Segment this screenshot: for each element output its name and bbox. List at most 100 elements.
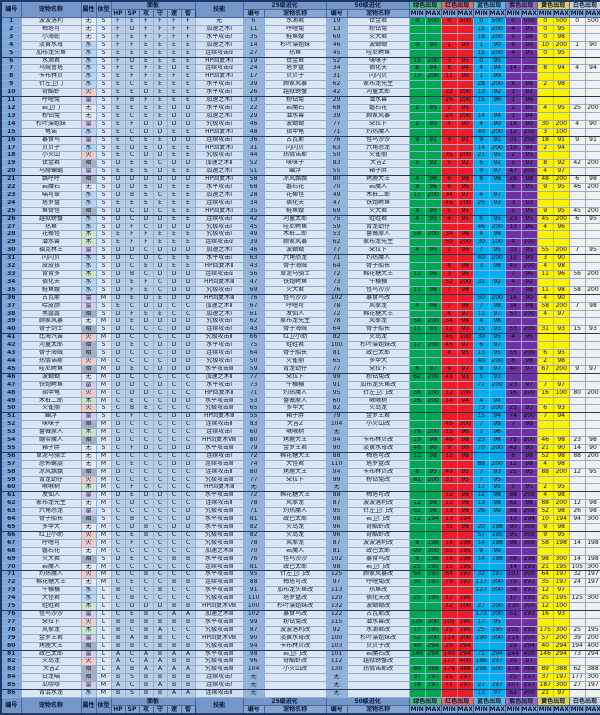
cell-range-purple-min[interactable]: 88 — [504, 491, 522, 501]
cell-range-white-min[interactable]: 12 — [568, 467, 586, 477]
cell-range-white-min[interactable] — [568, 262, 586, 271]
cell-attr[interactable]: 无 — [80, 103, 97, 113]
cell-range-green-max[interactable]: 98 — [424, 175, 442, 185]
cell-stat[interactable]: E — [166, 206, 182, 216]
cell-range-green-max[interactable] — [424, 111, 442, 121]
cell-evo25-no[interactable]: 82 — [242, 523, 265, 532]
cell-skill[interactable]: 水平攻击Ⅰ — [194, 88, 244, 98]
cell-size[interactable]: S — [95, 254, 112, 264]
cell-size[interactable]: L — [95, 657, 112, 667]
cell-range-blue-min[interactable] — [472, 388, 490, 398]
cell-no[interactable]: 50 — [0, 404, 22, 414]
cell-range-red-max[interactable]: 99 — [456, 72, 474, 82]
cell-stat[interactable]: C — [152, 530, 168, 540]
cell-range-yellow-max[interactable]: 96 — [552, 270, 570, 279]
cell-attr[interactable]: 雷 — [80, 246, 97, 256]
cell-name[interactable]: 凉风飘飘 — [20, 467, 82, 477]
cell-stat[interactable]: B — [152, 586, 168, 596]
cell-evo50-no[interactable]: 78 — [325, 317, 348, 327]
cell-no[interactable]: 12 — [0, 103, 22, 113]
cell-range-green-max[interactable] — [424, 127, 442, 137]
cell-evo25-no[interactable]: 46 — [242, 246, 265, 256]
cell-no[interactable]: 19 — [0, 159, 22, 169]
cell-range-purple-min[interactable]: 14 — [504, 562, 522, 572]
cell-skill[interactable]: 究极攻击Ⅱ — [194, 333, 244, 343]
cell-range-green-min[interactable]: 11 — [408, 270, 426, 279]
cell-evo50-no[interactable]: 29 — [325, 96, 348, 105]
cell-range-white-max[interactable]: 200 — [584, 159, 600, 169]
cell-stat[interactable]: D — [166, 135, 182, 145]
cell-no[interactable]: 1 — [0, 17, 22, 26]
cell-range-blue-max[interactable]: 98 — [488, 317, 506, 327]
cell-range-yellow-max[interactable]: 96 — [552, 222, 570, 232]
cell-stat[interactable]: C — [180, 388, 196, 398]
cell-stat[interactable]: B — [124, 617, 140, 627]
cell-range-purple-max[interactable]: 93 — [520, 404, 538, 414]
cell-range-red-max[interactable]: 90 — [456, 119, 474, 129]
cell-stat[interactable]: D — [110, 246, 126, 256]
cell-attr[interactable]: 火 — [80, 475, 97, 485]
cell-stat[interactable]: D — [152, 246, 168, 256]
cell-range-red-max[interactable]: 97 — [456, 190, 474, 200]
cell-attr[interactable]: 水 — [80, 198, 97, 208]
cell-stat[interactable]: B — [124, 190, 140, 200]
cell-stat[interactable]: C — [124, 420, 140, 430]
cell-no[interactable]: 3 — [0, 32, 22, 42]
cell-size[interactable]: M — [95, 364, 112, 374]
cell-stat[interactable]: D — [166, 246, 182, 256]
cell-range-green-min[interactable]: 9 — [408, 183, 426, 192]
cell-range-blue-max[interactable]: 200 — [488, 48, 506, 58]
cell-evo50-no[interactable]: 71 — [325, 127, 348, 137]
cell-attr[interactable]: 火 — [80, 388, 97, 398]
cell-evo50-name[interactable]: 岩魔人 — [346, 183, 410, 192]
cell-stat[interactable]: E — [124, 491, 140, 501]
cell-stat[interactable]: D — [180, 111, 196, 121]
cell-stat[interactable]: C — [166, 380, 182, 390]
cell-range-green-min[interactable]: 36 — [408, 388, 426, 398]
cell-range-white-max[interactable] — [584, 151, 600, 161]
cell-range-yellow-min[interactable]: 21 — [536, 443, 554, 453]
cell-range-white-min[interactable] — [568, 341, 586, 351]
cell-range-white-max[interactable] — [584, 80, 600, 90]
cell-skill[interactable]: 水平攻击Ⅰ — [194, 32, 244, 42]
cell-stat[interactable]: E — [166, 88, 182, 98]
cell-range-yellow-max[interactable]: 200 — [552, 364, 570, 374]
cell-range-yellow-min[interactable] — [536, 96, 554, 105]
cell-range-green-min[interactable]: 52 — [408, 633, 426, 643]
cell-stat[interactable]: F — [166, 72, 182, 82]
cell-skill[interactable]: 水平攻击Ⅰ — [194, 103, 244, 113]
cell-evo50-name[interactable]: 火雀丽 — [346, 151, 410, 161]
cell-name[interactable]: 家布龙先生 — [20, 499, 82, 509]
cell-range-blue-max[interactable]: 93 — [488, 372, 506, 382]
cell-evo50-name[interactable]: 家布龙先生 — [346, 238, 410, 248]
cell-range-white-min[interactable]: 42 — [568, 159, 586, 169]
cell-skill[interactable]: 水平攻击Ⅲ — [194, 443, 244, 453]
cell-evo25-name[interactable]: 家布龙先生 — [263, 317, 327, 327]
cell-no[interactable]: 21 — [0, 175, 22, 185]
cell-evo50-no[interactable]: 53 — [325, 230, 348, 240]
cell-range-yellow-min[interactable] — [536, 546, 554, 556]
cell-range-red-min[interactable]: 46 — [440, 436, 458, 445]
cell-stat[interactable]: E — [180, 151, 196, 161]
cell-size[interactable]: M — [95, 388, 112, 398]
cell-no[interactable]: 10 — [0, 88, 22, 98]
cell-skill[interactable]: 连续攻击α — [194, 48, 244, 58]
cell-evo25-no[interactable]: 110 — [242, 594, 265, 604]
cell-range-green-min[interactable] — [408, 96, 426, 105]
cell-stat[interactable]: D — [152, 341, 168, 351]
cell-evo50-name[interactable]: 粉钻兔改 — [346, 475, 410, 485]
cell-stat[interactable]: D — [180, 317, 196, 327]
cell-evo25-name[interactable]: 呼噜兔 — [263, 24, 327, 34]
cell-stat[interactable]: E — [138, 56, 154, 66]
cell-name[interactable]: 卡布林贝 — [20, 72, 82, 82]
cell-evo50-name[interactable]: 潜水兽改 — [346, 617, 410, 627]
cell-range-yellow-max[interactable] — [552, 657, 570, 667]
cell-evo50-no[interactable]: 72 — [325, 309, 348, 319]
cell-attr[interactable]: 水 — [80, 80, 97, 90]
cell-range-purple-min[interactable]: 31 — [504, 135, 522, 145]
cell-range-purple-max[interactable]: 92 — [520, 159, 538, 169]
cell-evo25-name[interactable]: 风拳龙 — [263, 499, 327, 509]
cell-range-red-min[interactable]: 9 — [440, 364, 458, 374]
cell-range-red-min[interactable]: 45 — [440, 198, 458, 208]
cell-size[interactable]: S — [95, 412, 112, 422]
